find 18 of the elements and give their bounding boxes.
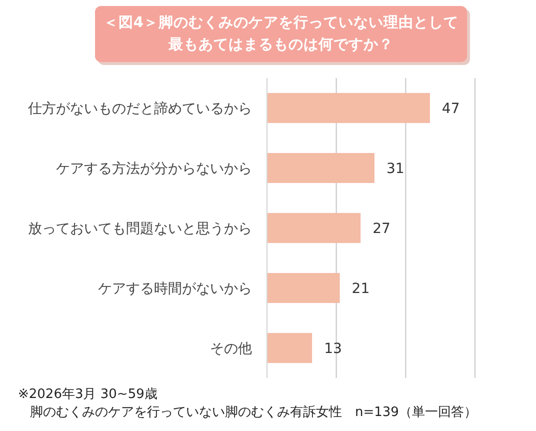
- bar: [267, 153, 374, 183]
- chart-title: ＜図4＞脚のむくみのケアを行っていない理由として最もあてはまるものは何ですか？: [102, 13, 460, 55]
- bar: [267, 273, 340, 303]
- y-tick-label: ケアする時間がないから: [98, 281, 252, 297]
- bar: [267, 93, 430, 123]
- bar: [267, 213, 361, 243]
- data-label: 27: [372, 221, 390, 237]
- y-tick-label: ケアする方法が分からないから: [56, 161, 252, 177]
- y-tick-label: 放っておいても問題ないと思うから: [28, 221, 252, 237]
- data-label: 13: [324, 341, 342, 357]
- bar: [267, 333, 312, 363]
- data-label: 21: [352, 281, 370, 297]
- y-tick-label: 仕方がないものだと諦めているから: [27, 101, 252, 117]
- text: 脚のむくみのケアを行っていない脚のむくみ有訴女性 n=139（単一回答）: [30, 405, 477, 420]
- text: ※2026年3月 30~59歳: [18, 387, 158, 402]
- data-label: 31: [386, 161, 404, 177]
- y-tick-label: その他: [210, 341, 252, 357]
- data-label: 47: [442, 101, 460, 117]
